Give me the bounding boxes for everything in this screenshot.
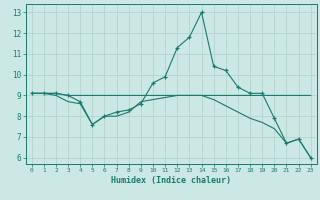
X-axis label: Humidex (Indice chaleur): Humidex (Indice chaleur) — [111, 176, 231, 185]
